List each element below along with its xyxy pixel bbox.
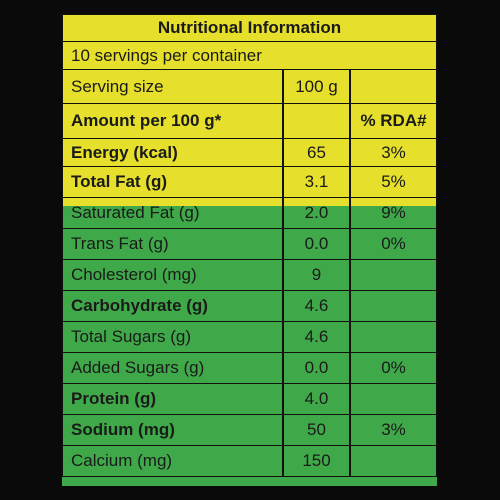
nutrient-name: Sodium (mg)	[62, 414, 283, 446]
nutrient-rda: 0%	[350, 352, 437, 384]
nutrient-amount: 150	[283, 445, 350, 477]
nutrient-amount: 50	[283, 414, 350, 446]
nutrient-amount: 0.0	[283, 228, 350, 260]
nutrient-amount: 4.0	[283, 383, 350, 415]
amount-header: Amount per 100 g*	[62, 103, 283, 139]
nutrient-amount: 65	[283, 138, 350, 167]
rda-header: % RDA#	[350, 103, 437, 139]
nutrient-rda: 3%	[350, 138, 437, 167]
nutrient-rda: 9%	[350, 197, 437, 229]
nutrient-name: Energy (kcal)	[62, 138, 283, 167]
nutrient-amount: 9	[283, 259, 350, 291]
nutrient-rda: 0%	[350, 228, 437, 260]
nutrient-amount: 0.0	[283, 352, 350, 384]
nutrient-name: Trans Fat (g)	[62, 228, 283, 260]
nutrient-amount: 4.6	[283, 290, 350, 322]
nutrient-name: Protein (g)	[62, 383, 283, 415]
nutrient-name: Calcium (mg)	[62, 445, 283, 477]
nutrient-rda: 5%	[350, 166, 437, 198]
servings: 10 servings per container	[62, 41, 437, 70]
serving-size-empty	[350, 69, 437, 104]
amount-header-empty	[283, 103, 350, 139]
nutrient-amount: 4.6	[283, 321, 350, 353]
nutrient-name: Total Fat (g)	[62, 166, 283, 198]
serving-size-value: 100 g	[283, 69, 350, 104]
nutrient-name: Added Sugars (g)	[62, 352, 283, 384]
nutrient-rda	[350, 290, 437, 322]
nutrient-name: Total Sugars (g)	[62, 321, 283, 353]
nutrient-rda	[350, 383, 437, 415]
nutrient-amount: 3.1	[283, 166, 350, 198]
nutrition-label: Nutritional Information 10 servings per c…	[62, 14, 437, 486]
nutrient-rda	[350, 445, 437, 477]
nutrient-rda	[350, 259, 437, 291]
serving-size-label: Serving size	[62, 69, 283, 104]
nutrient-name: Cholesterol (mg)	[62, 259, 283, 291]
nutrient-rda	[350, 321, 437, 353]
nutrient-amount: 2.0	[283, 197, 350, 229]
title: Nutritional Information	[62, 14, 437, 42]
nutrient-rda: 3%	[350, 414, 437, 446]
nutrient-name: Saturated Fat (g)	[62, 197, 283, 229]
nutrient-name: Carbohydrate (g)	[62, 290, 283, 322]
